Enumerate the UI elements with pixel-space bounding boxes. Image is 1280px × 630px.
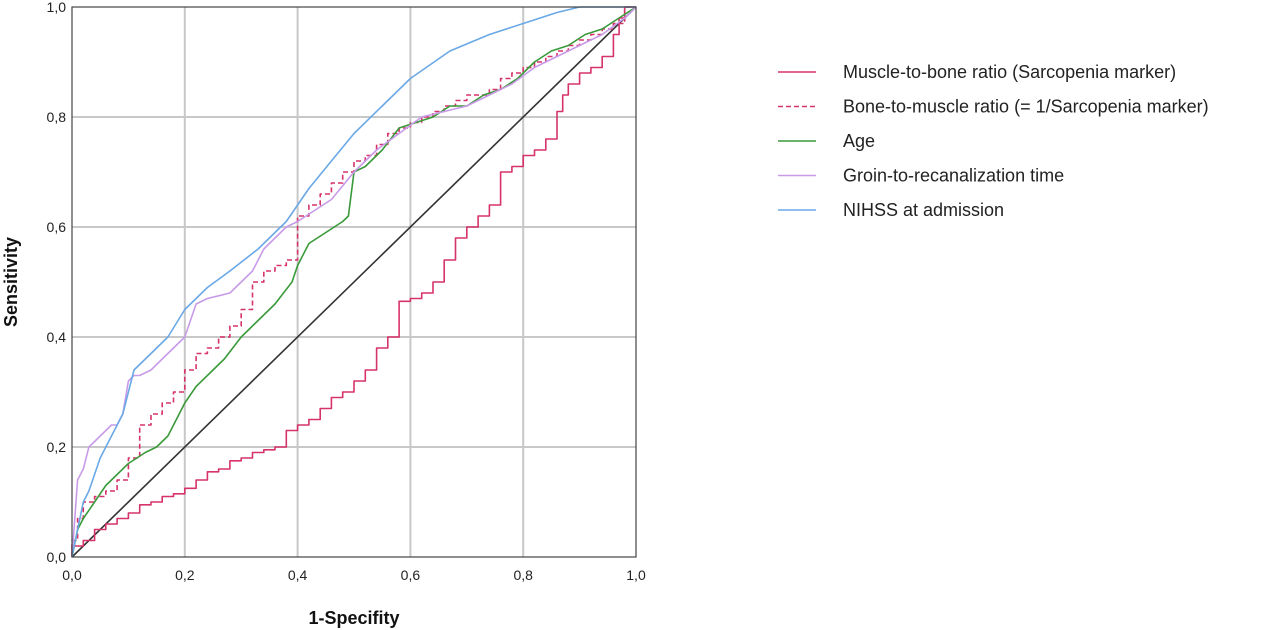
y-tick-label: 0,4 <box>47 329 67 345</box>
legend-label: Age <box>843 131 875 151</box>
x-tick-label: 0,4 <box>288 567 308 583</box>
y-tick-label: 0,0 <box>47 549 67 565</box>
grid <box>72 7 636 557</box>
series-line-5 <box>71 6 636 558</box>
series-line-1 <box>71 6 636 557</box>
plot-frame <box>71 6 637 558</box>
x-tick-label: 1,0 <box>626 567 646 583</box>
tick-labels: 0,0 0,2 0,4 0,6 0,8 1,0 0,0 0,2 0,4 0,6 0,8 1,0 <box>47 0 646 583</box>
y-tick-label: 0,8 <box>47 109 67 125</box>
y-axis-title: Sensitivity <box>1 237 21 327</box>
y-tick-label: 1,0 <box>47 0 67 15</box>
x-tick-label: 0,2 <box>175 567 195 583</box>
x-tick-label: 0,8 <box>513 567 533 583</box>
y-tick-label: 0,2 <box>47 439 67 455</box>
series-line-2 <box>71 6 636 557</box>
legend: Muscle-to-bone ratio (Sarcopenia marker)… <box>778 62 1209 220</box>
y-tick-label: 0,6 <box>47 219 67 235</box>
legend-label: Bone-to-muscle ratio (= 1/Sarcopenia mar… <box>843 97 1209 117</box>
reference-diagonal-line <box>71 6 637 558</box>
legend-label: Muscle-to-bone ratio (Sarcopenia marker) <box>843 62 1176 82</box>
x-axis-title: 1-Specifity <box>308 608 399 628</box>
x-tick-label: 0,0 <box>62 567 82 583</box>
series-line-4 <box>71 6 637 558</box>
legend-label: NIHSS at admission <box>843 200 1004 220</box>
x-tick-label: 0,6 <box>401 567 421 583</box>
series-line-3 <box>71 6 637 558</box>
legend-label: Groin-to-recanalization time <box>843 166 1064 186</box>
series-group <box>71 6 637 558</box>
